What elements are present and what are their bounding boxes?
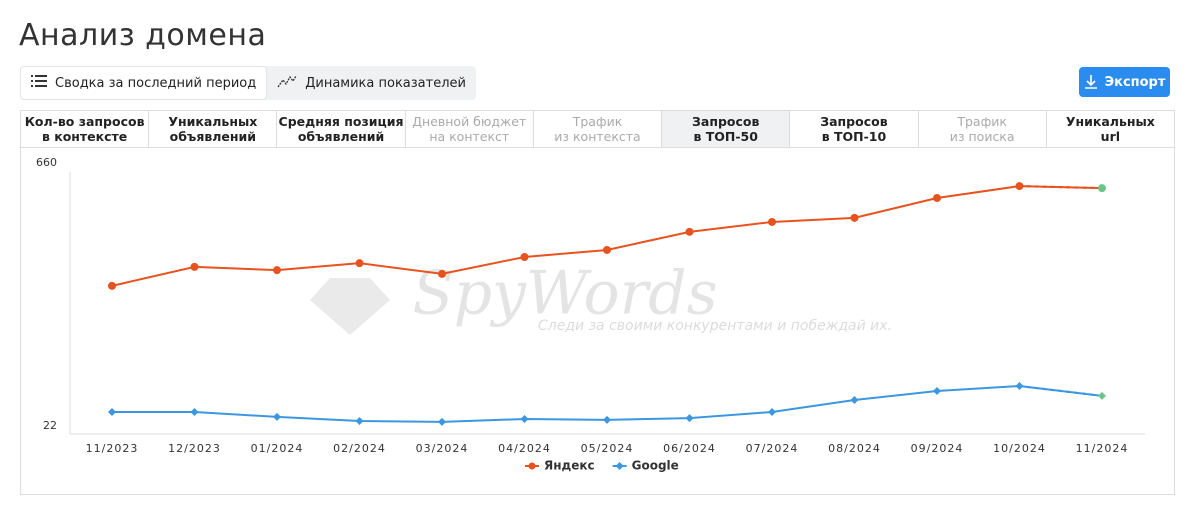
metric-tab[interactable]: Запросов в ТОП-50 bbox=[662, 111, 791, 147]
point bbox=[273, 266, 281, 275]
x-tick-label: 03/2024 bbox=[416, 442, 469, 455]
point bbox=[1015, 182, 1024, 191]
point bbox=[438, 417, 446, 426]
x-tick-label: 01/2024 bbox=[251, 442, 304, 455]
metric-tab-line: Кол-во запросов bbox=[24, 114, 145, 129]
metric-tab[interactable]: Запросов в ТОП-10 bbox=[790, 111, 919, 147]
x-tick-label: 09/2024 bbox=[911, 442, 964, 455]
point bbox=[1098, 184, 1106, 193]
view-tab[interactable]: Динамика показателей bbox=[267, 66, 476, 100]
metric-tab-line: Уникальных bbox=[168, 114, 258, 129]
point bbox=[850, 213, 859, 222]
metric-tab-line: Средняя позиция bbox=[278, 114, 404, 129]
metric-tab[interactable]: Кол-во запросов в контексте bbox=[21, 111, 150, 147]
metric-tab-line: Дневной бюджет bbox=[412, 114, 527, 129]
x-tick-label: 07/2024 bbox=[746, 442, 799, 455]
point bbox=[685, 227, 694, 236]
forecast-line bbox=[1018, 384, 1104, 398]
point bbox=[603, 415, 611, 424]
x-tick-label: 06/2024 bbox=[663, 442, 716, 455]
legend-label: Google bbox=[632, 459, 679, 473]
x-tick-label: 12/2023 bbox=[168, 442, 221, 455]
forecast-line bbox=[1018, 184, 1104, 190]
point bbox=[933, 386, 941, 395]
export-button[interactable]: Экспорт bbox=[1079, 67, 1170, 97]
point bbox=[190, 407, 199, 416]
metric-tab: Дневной бюджет на контекст bbox=[406, 111, 534, 147]
tab-icon bbox=[277, 74, 297, 92]
metric-tabs: Кол-во запросов в контексте Уникальных объя… bbox=[20, 110, 1175, 148]
metric-tab-line: Запросов bbox=[692, 114, 760, 129]
metric-tab-line: Уникальных bbox=[1065, 114, 1155, 129]
view-tabs: Сводка за последний период Динамика показ… bbox=[20, 66, 476, 100]
metric-tab-line: в контексте bbox=[41, 129, 128, 144]
metric-tab-line: из поиска bbox=[949, 129, 1015, 144]
metric-tab-line: объявлений bbox=[169, 129, 257, 144]
x-tick-label: 08/2024 bbox=[828, 442, 881, 455]
watermark-slogan: Следи за своими конкурентами и побеждай … bbox=[538, 318, 892, 334]
x-tick-label: 10/2024 bbox=[993, 442, 1046, 455]
watermark-logo bbox=[310, 278, 390, 335]
metric-tab-line: в ТОП-10 bbox=[821, 129, 887, 144]
icon bbox=[31, 75, 47, 87]
y-tick-label: 22 bbox=[43, 419, 57, 432]
y-tick-label: 660 bbox=[36, 156, 57, 169]
page-title: Анализ домена bbox=[19, 18, 267, 53]
x-tick-label: 04/2024 bbox=[498, 442, 551, 455]
metric-tab-line: в ТОП-50 bbox=[693, 129, 758, 144]
metric-tab-line: на контекст bbox=[429, 129, 510, 144]
metric-tab[interactable]: Уникальных url bbox=[1047, 111, 1174, 147]
icon bbox=[277, 75, 297, 88]
x-tick-label: 05/2024 bbox=[581, 442, 634, 455]
point bbox=[273, 412, 281, 421]
metric-tab[interactable]: Средняя позиция объявлений bbox=[277, 111, 406, 147]
point bbox=[520, 252, 529, 261]
point bbox=[768, 217, 776, 226]
legend-marker bbox=[528, 462, 536, 470]
chart-box bbox=[20, 147, 1175, 495]
point bbox=[108, 407, 116, 416]
point bbox=[768, 407, 776, 416]
point bbox=[355, 259, 364, 268]
point bbox=[438, 269, 446, 278]
metric-tab-line: Трафик bbox=[572, 114, 623, 129]
point bbox=[190, 262, 199, 271]
point bbox=[603, 245, 611, 254]
download-icon bbox=[1084, 75, 1097, 89]
point bbox=[850, 396, 859, 405]
point bbox=[108, 281, 116, 290]
point bbox=[520, 414, 529, 423]
view-tab[interactable]: Сводка за последний период bbox=[20, 66, 268, 100]
point bbox=[685, 414, 694, 423]
legend-marker bbox=[615, 462, 624, 470]
point bbox=[1098, 391, 1106, 400]
metric-tab-line: объявлений bbox=[297, 129, 385, 144]
tab-icon bbox=[31, 74, 47, 92]
x-tick-label: 02/2024 bbox=[333, 442, 386, 455]
x-tick-label: 11/2024 bbox=[1076, 442, 1129, 455]
point bbox=[1015, 382, 1024, 391]
metric-tab-line: Трафик bbox=[957, 114, 1007, 129]
metric-tab: Трафик из поиска bbox=[919, 111, 1047, 147]
metric-tab[interactable]: Уникальных объявлений bbox=[149, 111, 278, 147]
metric-tab: Трафик из контекста bbox=[534, 111, 663, 147]
point bbox=[355, 417, 364, 426]
metric-tab-line: url bbox=[1100, 129, 1121, 144]
x-tick-label: 11/2023 bbox=[86, 442, 139, 455]
view-tab-label: Сводка за последний период bbox=[55, 75, 257, 91]
metric-tab-line: из контекста bbox=[554, 129, 641, 144]
metric-tab-line: Запросов bbox=[820, 114, 888, 129]
point bbox=[933, 194, 941, 203]
export-label: Экспорт bbox=[1104, 74, 1166, 90]
view-tab-label: Динамика показателей bbox=[305, 75, 466, 91]
legend-label: Яндекс bbox=[544, 459, 595, 473]
